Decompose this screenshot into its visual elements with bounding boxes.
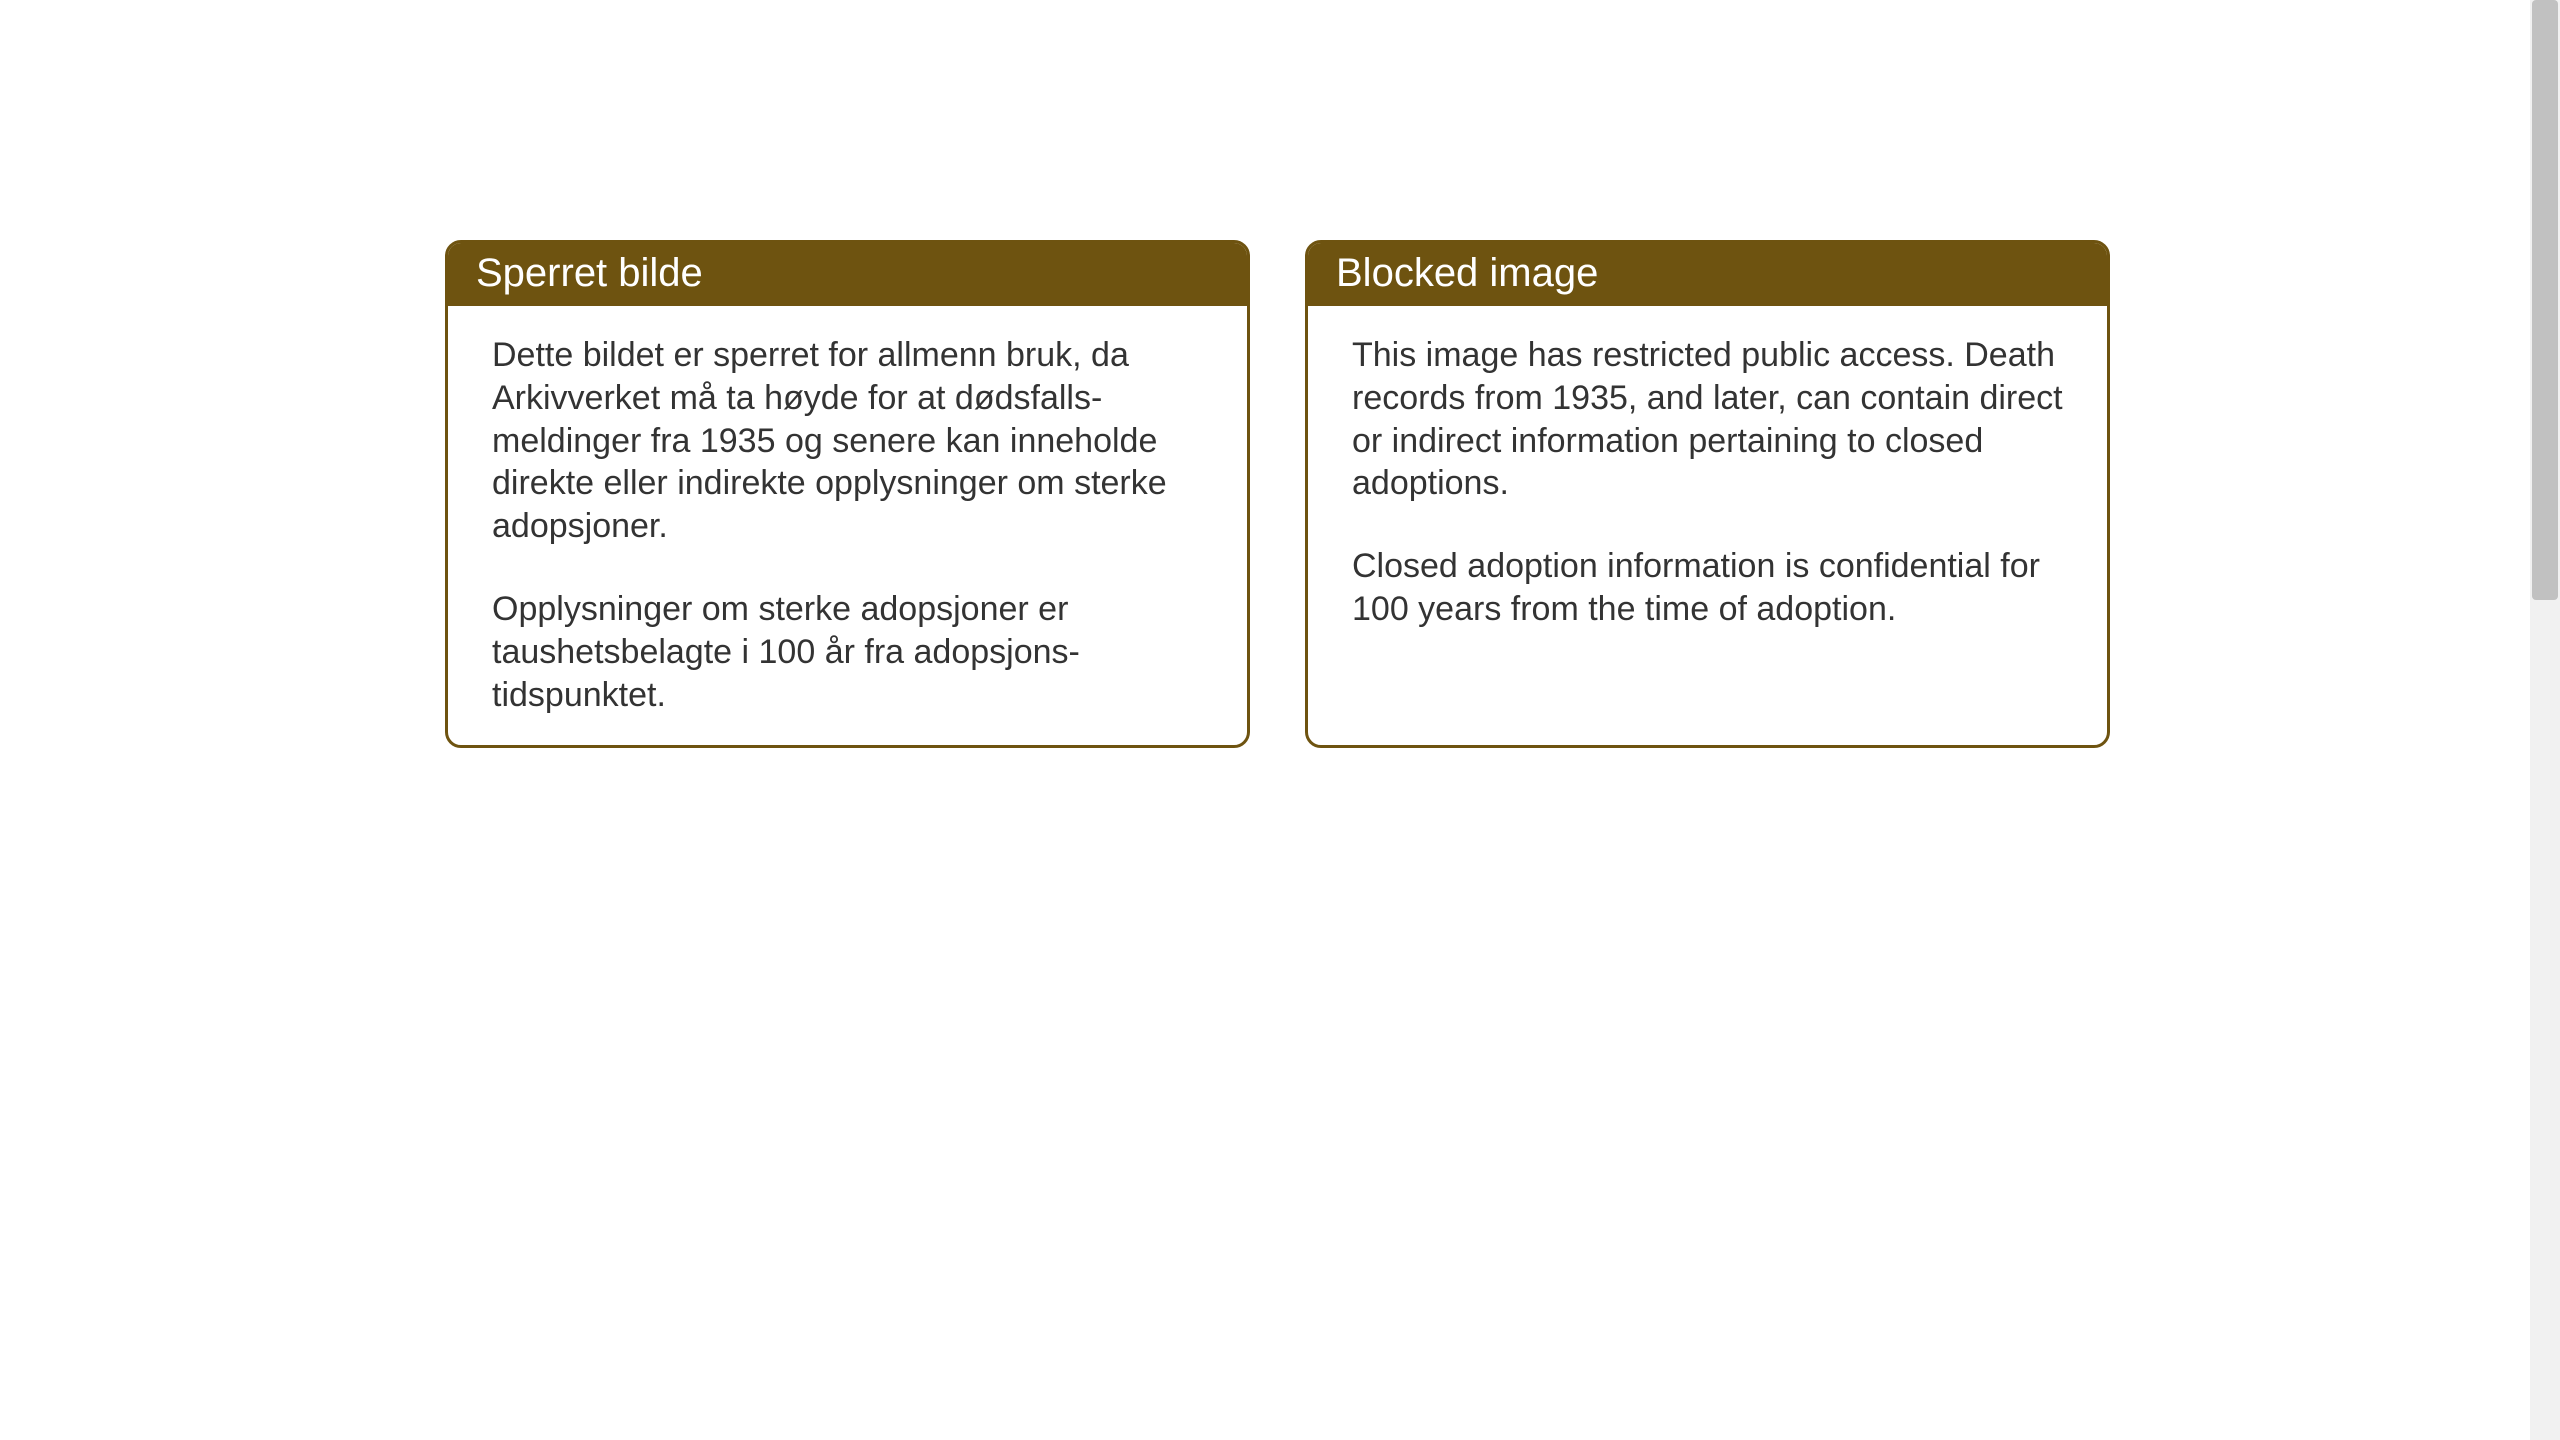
card-title-norwegian: Sperret bilde	[476, 251, 703, 295]
info-card-english: Blocked image This image has restricted …	[1305, 240, 2110, 748]
card-paragraph-1-norwegian: Dette bildet er sperret for allmenn bruk…	[492, 334, 1203, 548]
card-paragraph-2-norwegian: Opplysninger om sterke adopsjoner er tau…	[492, 588, 1203, 716]
card-header-english: Blocked image	[1308, 243, 2107, 306]
scrollbar-thumb[interactable]	[2532, 0, 2558, 600]
card-title-english: Blocked image	[1336, 251, 1598, 295]
info-cards-container: Sperret bilde Dette bildet er sperret fo…	[445, 240, 2110, 748]
card-header-norwegian: Sperret bilde	[448, 243, 1247, 306]
info-card-norwegian: Sperret bilde Dette bildet er sperret fo…	[445, 240, 1250, 748]
card-body-norwegian: Dette bildet er sperret for allmenn bruk…	[448, 306, 1247, 748]
card-paragraph-2-english: Closed adoption information is confident…	[1352, 545, 2063, 631]
card-paragraph-1-english: This image has restricted public access.…	[1352, 334, 2063, 505]
scrollbar-track[interactable]	[2530, 0, 2560, 1440]
card-body-english: This image has restricted public access.…	[1308, 306, 2107, 665]
